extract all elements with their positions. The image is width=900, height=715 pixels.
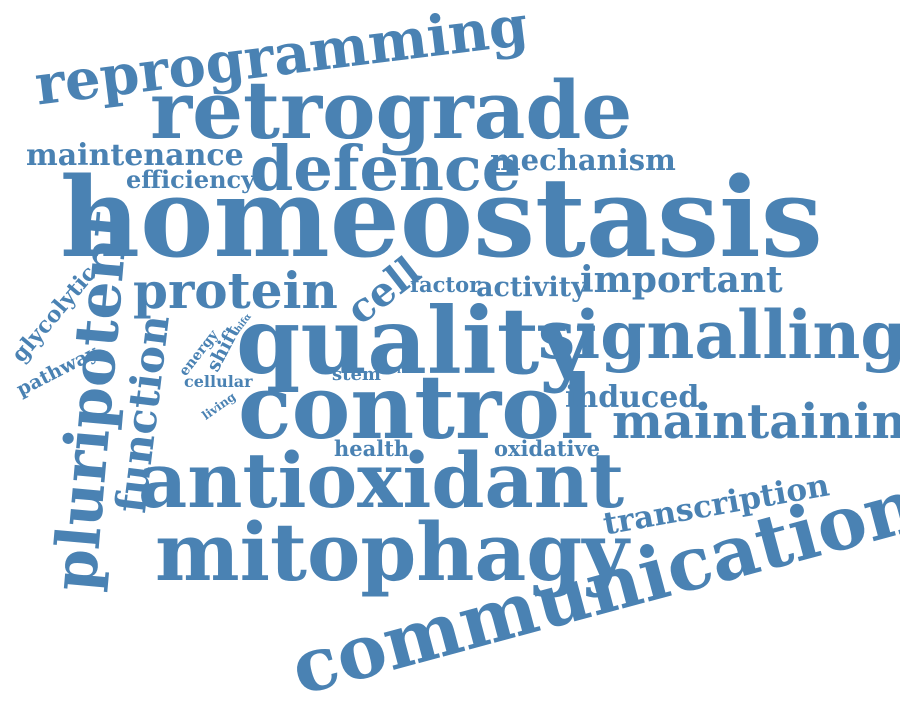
word-stem: stem (332, 364, 381, 385)
word-signalling: signalling (538, 296, 900, 374)
word-activity: activity (476, 272, 587, 303)
word-induced: induced (565, 380, 700, 415)
word-role: role (397, 365, 420, 376)
word-antioxidant: antioxidant (138, 436, 625, 525)
word-important: important (580, 259, 783, 301)
word-maintaining: maintaining (612, 394, 900, 450)
word-health: health (334, 436, 410, 461)
word-oxidative: oxidative (494, 436, 601, 461)
word-protein: protein (133, 261, 338, 320)
word-maintenance: maintenance (26, 138, 244, 173)
word-homeostasis: homeostasis (60, 153, 823, 282)
word-defence: defence (250, 132, 522, 205)
word-control: control (238, 355, 594, 459)
word-efficiency: efficiency (126, 165, 256, 194)
word-retrograde: retrograde (150, 63, 633, 157)
word-mechanism: mechanism (490, 143, 676, 177)
word-factor: factor (410, 272, 481, 297)
word-living: living (199, 389, 239, 423)
word-mitophagy: mitophagy (155, 505, 629, 599)
word-cellular: cellular (184, 372, 253, 391)
word-quality: quality (236, 287, 593, 395)
